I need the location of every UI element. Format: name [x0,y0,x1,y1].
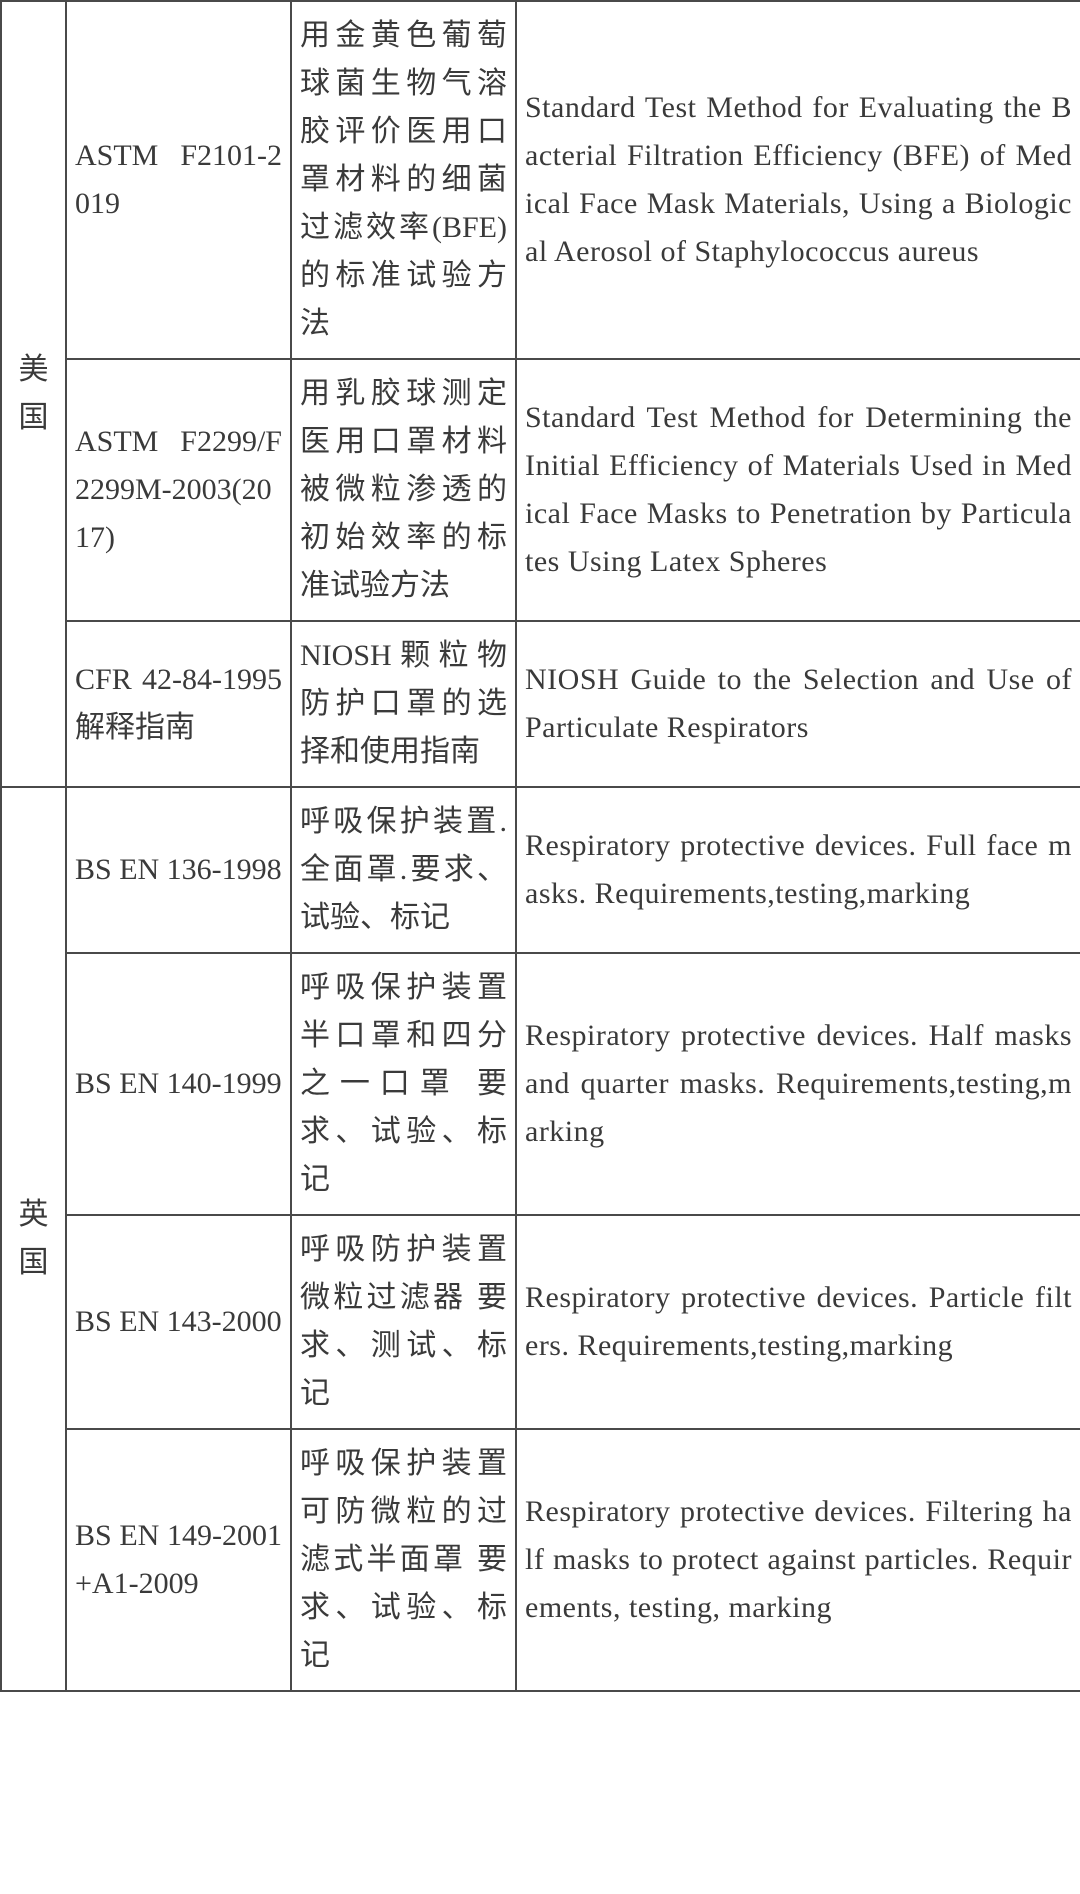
title-en-cell: Respiratory protective devices. Particle… [516,1215,1080,1429]
table-row: BS EN 143-2000 呼吸防护装置微粒过滤器 要求、测试、标记 Resp… [1,1215,1080,1429]
title-cn-cell: 用乳胶球测定医用口罩材料被微粒渗透的初始效率的标准试验方法 [291,359,516,621]
table-row: BS EN 140-1999 呼吸保护装置半口罩和四分之一口罩 要求、试验、标记… [1,953,1080,1215]
title-en-cell: NIOSH Guide to the Selection and Use of … [516,621,1080,787]
table-row: 美国 ASTM F2101-2019 用金黄色葡萄球菌生物气溶胶评价医用口罩材料… [1,1,1080,359]
title-en-cell: Respiratory protective devices. Half mas… [516,953,1080,1215]
title-en-cell: Standard Test Method for Evaluating the … [516,1,1080,359]
code-cell: BS EN 136-1998 [66,787,291,953]
title-cn-cell: 呼吸保护装置 可防微粒的过滤式半面罩 要求、试验、标记 [291,1429,516,1691]
code-cell: CFR 42-84-1995解释指南 [66,621,291,787]
standards-table: 美国 ASTM F2101-2019 用金黄色葡萄球菌生物气溶胶评价医用口罩材料… [0,0,1080,1692]
title-cn-cell: 呼吸防护装置微粒过滤器 要求、测试、标记 [291,1215,516,1429]
title-en-cell: Standard Test Method for Determining the… [516,359,1080,621]
country-cell: 美国 [1,1,66,787]
table-row: CFR 42-84-1995解释指南 NIOSH颗粒物防护口罩的选择和使用指南 … [1,621,1080,787]
code-cell: BS EN 149-2001+A1-2009 [66,1429,291,1691]
title-en-cell: Respiratory protective devices. Filterin… [516,1429,1080,1691]
title-cn-cell: NIOSH颗粒物防护口罩的选择和使用指南 [291,621,516,787]
table-row: ASTM F2299/F2299M-2003(2017) 用乳胶球测定医用口罩材… [1,359,1080,621]
country-cell: 英国 [1,787,66,1691]
code-cell: ASTM F2299/F2299M-2003(2017) [66,359,291,621]
code-cell: BS EN 143-2000 [66,1215,291,1429]
table-row: BS EN 149-2001+A1-2009 呼吸保护装置 可防微粒的过滤式半面… [1,1429,1080,1691]
title-en-cell: Respiratory protective devices. Full fac… [516,787,1080,953]
code-cell: ASTM F2101-2019 [66,1,291,359]
table-row: 英国 BS EN 136-1998 呼吸保护装置.全面罩.要求、试验、标记 Re… [1,787,1080,953]
title-cn-cell: 呼吸保护装置半口罩和四分之一口罩 要求、试验、标记 [291,953,516,1215]
title-cn-cell: 呼吸保护装置.全面罩.要求、试验、标记 [291,787,516,953]
code-cell: BS EN 140-1999 [66,953,291,1215]
title-cn-cell: 用金黄色葡萄球菌生物气溶胶评价医用口罩材料的细菌过滤效率(BFE)的标准试验方法 [291,1,516,359]
